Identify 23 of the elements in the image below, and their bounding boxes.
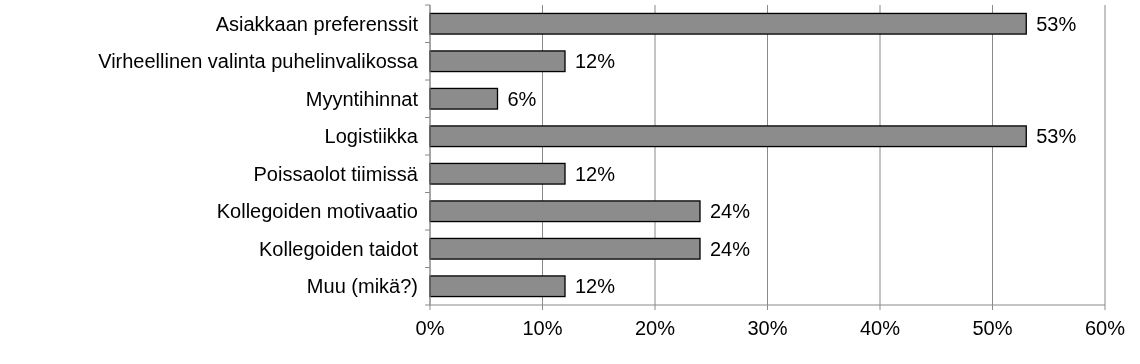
x-tick-label: 0% xyxy=(415,317,445,339)
y-tick-label: Logistiikka xyxy=(324,125,419,148)
data-label: 12% xyxy=(575,50,616,73)
data-label: 12% xyxy=(575,275,616,298)
x-tick-label: 10% xyxy=(522,317,563,339)
y-tick-label: Kollegoiden taidot xyxy=(258,237,419,260)
y-tick-label: Virheellinen valinta puhelinvalikossa xyxy=(98,50,419,73)
data-label: 24% xyxy=(710,200,751,223)
y-tick-label: Myyntihinnat xyxy=(305,87,419,110)
data-label: 53% xyxy=(1036,125,1077,148)
y-tick-label: Poissaolot tiimissä xyxy=(253,162,419,185)
y-tick-label: Kollegoiden motivaatio xyxy=(216,200,418,223)
x-tick-label: 40% xyxy=(859,317,901,339)
data-label: 12% xyxy=(575,162,616,185)
y-tick-label: Muu (mikä?) xyxy=(306,275,418,298)
y-tick-label: Asiakkaan preferenssit xyxy=(215,12,419,35)
x-tick-label: 50% xyxy=(972,317,1013,339)
data-label: 53% xyxy=(1036,12,1077,35)
data-label: 24% xyxy=(710,237,751,260)
x-tick-label: 60% xyxy=(1084,317,1126,339)
x-tick-label: 30% xyxy=(747,317,788,339)
x-tick-label: 20% xyxy=(634,317,676,339)
data-label: 6% xyxy=(507,87,537,110)
